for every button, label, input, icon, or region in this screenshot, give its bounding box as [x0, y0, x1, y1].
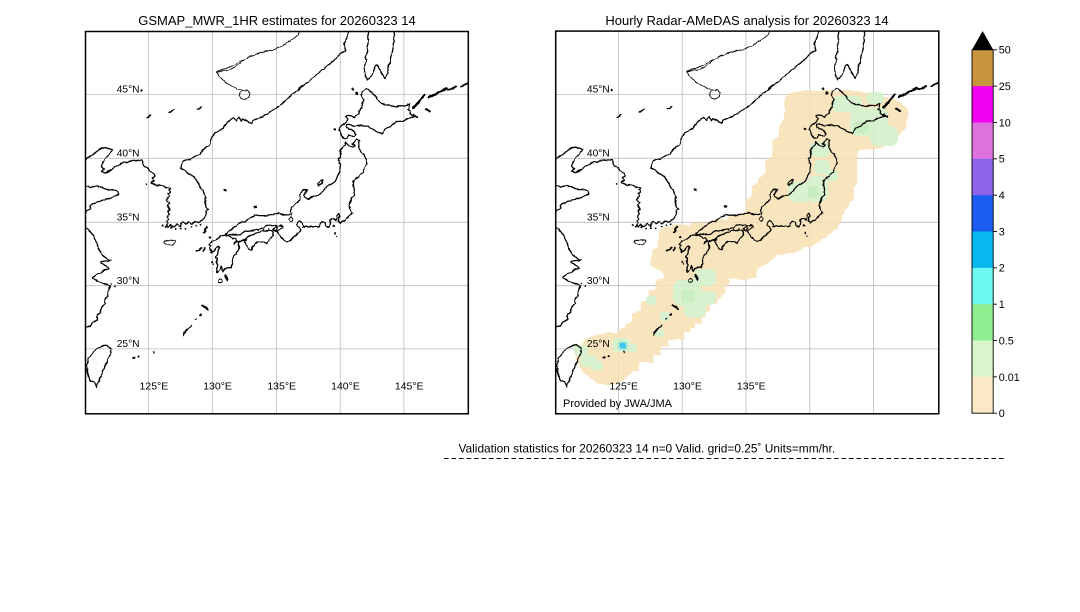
svg-text:3: 3	[999, 226, 1005, 238]
svg-text:30°N: 30°N	[587, 276, 610, 287]
svg-text:125°E: 125°E	[140, 381, 169, 393]
svg-text:35°N: 35°N	[117, 213, 140, 224]
svg-text:0.01: 0.01	[999, 372, 1020, 384]
svg-text:135°E: 135°E	[267, 381, 296, 393]
svg-text:40°N: 40°N	[117, 149, 140, 160]
svg-text:50: 50	[999, 45, 1011, 57]
svg-text:2: 2	[999, 263, 1005, 275]
svg-text:4: 4	[999, 190, 1005, 202]
svg-text:130°E: 130°E	[203, 381, 232, 393]
svg-text:45°N: 45°N	[117, 85, 140, 96]
svg-text:30°N: 30°N	[117, 276, 140, 287]
svg-text:45°N: 45°N	[587, 85, 610, 96]
svg-text:40°N: 40°N	[587, 149, 610, 160]
svg-text:0: 0	[999, 408, 1005, 420]
svg-text:1: 1	[999, 299, 1005, 311]
svg-text:25°N: 25°N	[117, 339, 140, 350]
svg-text:125°E: 125°E	[609, 381, 638, 393]
svg-text:145°E: 145°E	[395, 381, 424, 393]
svg-text:25°N: 25°N	[587, 339, 610, 350]
svg-text:140°E: 140°E	[331, 381, 360, 393]
svg-text:25: 25	[999, 81, 1011, 93]
svg-text:35°N: 35°N	[587, 213, 610, 224]
svg-text:135°E: 135°E	[737, 381, 766, 393]
svg-text:5: 5	[999, 154, 1005, 166]
svg-text:Validation statistics for 2026: Validation statistics for 20260323 14 n=…	[459, 442, 836, 456]
svg-text:Provided by JWA/JMA: Provided by JWA/JMA	[563, 398, 673, 410]
svg-text:130°E: 130°E	[673, 381, 702, 393]
svg-text:GSMAP_MWR_1HR estimates for 20: GSMAP_MWR_1HR estimates for 20260323 14	[138, 13, 415, 28]
svg-text:0.5: 0.5	[999, 335, 1014, 347]
svg-text:10: 10	[999, 117, 1011, 129]
svg-text:Hourly Radar-AMeDAS analysis f: Hourly Radar-AMeDAS analysis for 2026032…	[605, 13, 888, 28]
